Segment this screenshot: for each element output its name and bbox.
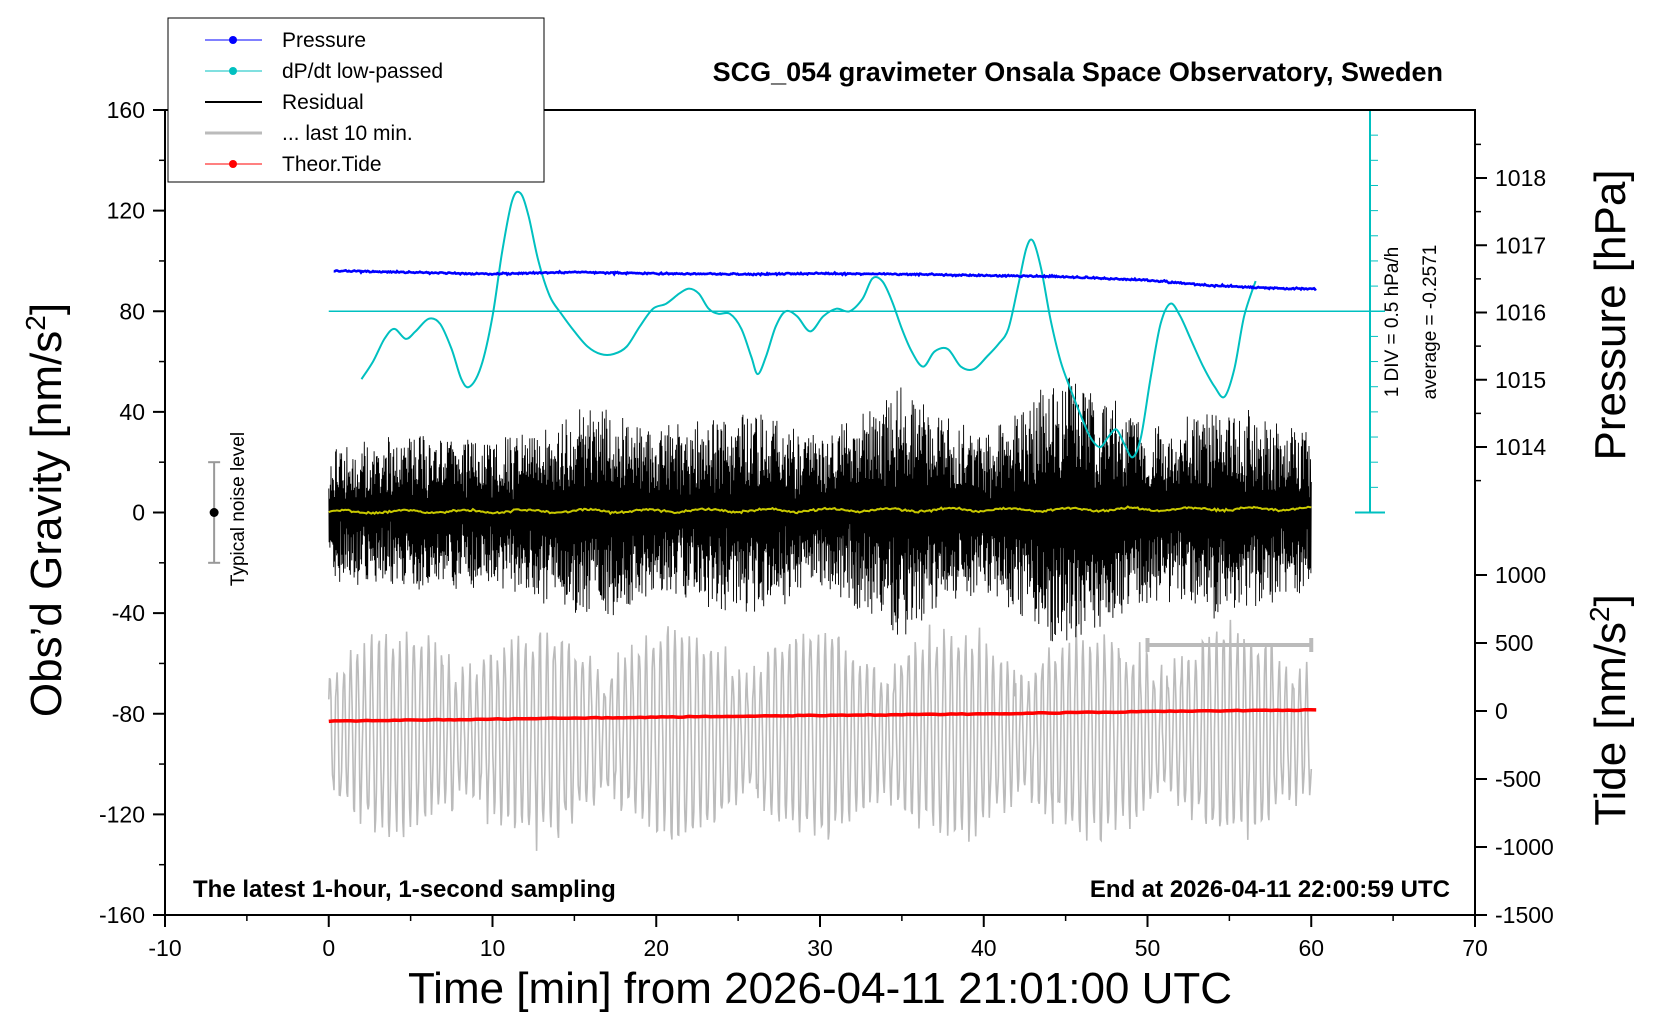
x-tick-label: 40 [971, 935, 997, 961]
legend-label: dP/dt low-passed [282, 60, 443, 83]
y-tick-label-left: 120 [107, 198, 145, 224]
legend-box [167, 17, 545, 183]
residual-series-line [328, 377, 1312, 642]
pressure-tick-label: 1016 [1495, 300, 1546, 326]
tide-series-line [328, 707, 1317, 724]
pressure-tick-label: 1018 [1495, 165, 1546, 191]
x-tick-label: 10 [480, 935, 506, 961]
tide-tick-label: -1000 [1495, 834, 1554, 860]
pressure-tick-label: 1015 [1495, 367, 1546, 393]
y-axis-title-left-close: ] [22, 303, 71, 315]
dpdt-series-line [360, 190, 1257, 459]
tide-tick-label: -500 [1495, 766, 1541, 792]
legend: Pressure dP/dt low-passed Residual ... last… [167, 17, 545, 183]
legend-dot [229, 67, 237, 75]
axes-layer: -10 0 10 20 30 40 50 60 70 160 120 80 40 0 -40 -80 -120 -… [99, 97, 1554, 961]
y-tick-label-left: 160 [107, 97, 145, 123]
y-tick-label-left: -80 [112, 701, 145, 727]
noise-level-label: Typical noise level [228, 432, 249, 586]
y-tick-label-left: 80 [119, 298, 145, 324]
legend-label: Theor.Tide [282, 153, 382, 176]
y-axis-title-pressure: Pressure [hPa] [1586, 169, 1635, 460]
x-tick-label: 70 [1462, 935, 1488, 961]
scale-div-label: 1 DIV = 0.5 hPa/h [1382, 247, 1403, 398]
y-tick-label-left: 40 [119, 399, 145, 425]
x-tick-label: 30 [807, 935, 833, 961]
tide-tick-label: 500 [1495, 630, 1533, 656]
y-axis-title-tide-sup: 2 [1584, 606, 1615, 622]
legend-dot [229, 36, 237, 44]
note-bottom-right: End at 2026-04-11 22:00:59 UTC [1090, 876, 1450, 903]
last10-series-line [328, 619, 1313, 851]
y-tick-label-left: -120 [99, 801, 145, 827]
x-tick-label: -10 [148, 935, 181, 961]
y-tick-label-left: -40 [112, 600, 145, 626]
tide-tick-label: -1500 [1495, 902, 1554, 928]
legend-dot [229, 160, 237, 168]
x-tick-label: 20 [643, 935, 669, 961]
x-axis-title: Time [min] from 2026-04-11 21:01:00 UTC [408, 964, 1232, 1013]
y-tick-label-left: -160 [99, 902, 145, 928]
pressure-tick-label: 1017 [1495, 232, 1546, 258]
y-axis-title-tide-main: Tide [nm/s [1586, 622, 1635, 826]
legend-label: Residual [282, 91, 364, 114]
y-axis-title-tide-close: ] [1586, 594, 1635, 606]
tide-tick-label: 0 [1495, 698, 1508, 724]
x-tick-label: 50 [1135, 935, 1161, 961]
pressure-tick-label: 1014 [1495, 434, 1546, 460]
noise-point [209, 508, 219, 517]
legend-items: Pressure dP/dt low-passed Residual ... last… [205, 29, 443, 176]
y-axis-title-tide: Tide [nm/s2] [1584, 594, 1635, 826]
tide-tick-label: 1000 [1495, 562, 1546, 588]
note-bottom-left: The latest 1-hour, 1-second sampling [193, 876, 616, 903]
y-axis-title-left-main: Obs’d Gravity [nm/s [22, 331, 71, 717]
residual-mean-line [328, 505, 1312, 516]
y-tick-label-left: 0 [132, 500, 145, 526]
annotation-layer [208, 461, 1314, 652]
pressure-series-line [333, 268, 1317, 292]
series-layer [328, 109, 1385, 851]
legend-label: Pressure [282, 29, 366, 52]
y-axis-title-left: Obs’d Gravity [nm/s2] [20, 303, 71, 717]
chart-title: SCG_054 gravimeter Onsala Space Observat… [713, 57, 1443, 87]
y-axis-title-left-sup: 2 [20, 315, 51, 331]
x-tick-label: 60 [1298, 935, 1324, 961]
scale-average-label: average = -0.2571 [1420, 245, 1441, 400]
legend-label: ... last 10 min. [282, 122, 413, 145]
x-tick-label: 0 [322, 935, 335, 961]
